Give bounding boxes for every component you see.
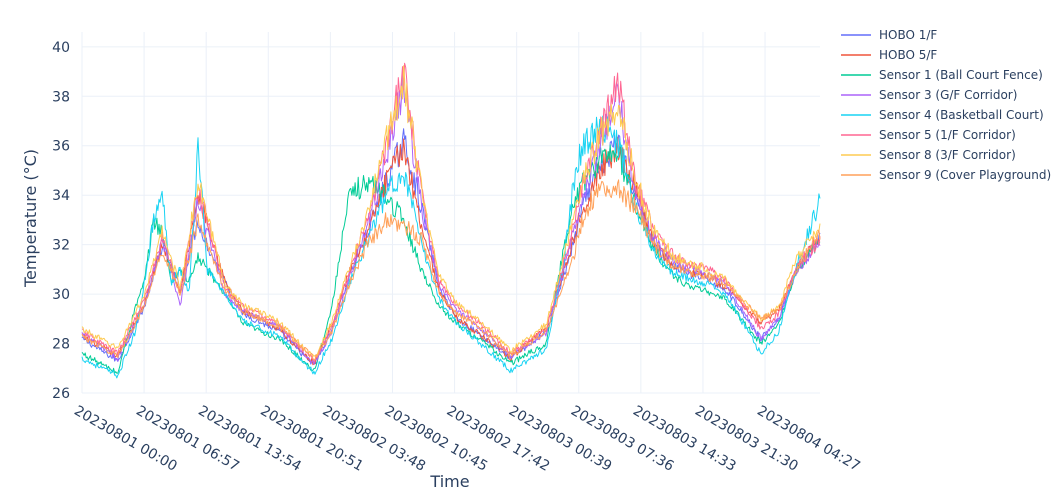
- legend-item[interactable]: Sensor 9 (Cover Playground): [841, 168, 1051, 182]
- legend-item[interactable]: Sensor 5 (1/F Corridor): [841, 128, 1016, 142]
- series-line: [81, 179, 821, 361]
- series-line: [81, 136, 821, 366]
- legend-item[interactable]: HOBO 5/F: [841, 48, 937, 62]
- y-tick-label: 34: [52, 188, 70, 204]
- x-tick-label: 20230802 10:45: [382, 403, 491, 475]
- y-tick-label: 38: [52, 89, 70, 105]
- legend-item[interactable]: Sensor 3 (G/F Corridor): [841, 88, 1017, 102]
- y-tick-label: 26: [52, 386, 70, 402]
- series-line: [81, 62, 821, 363]
- series-line: [81, 128, 821, 365]
- legend-label: Sensor 1 (Ball Court Fence): [879, 68, 1043, 82]
- series-line: [81, 115, 821, 379]
- legend-item[interactable]: HOBO 1/F: [841, 28, 937, 42]
- x-tick-label: 20230803 14:33: [630, 403, 739, 475]
- legend-label: Sensor 8 (3/F Corridor): [879, 148, 1016, 162]
- legend-label: Sensor 5 (1/F Corridor): [879, 128, 1016, 142]
- x-axis-title: Time: [429, 472, 469, 491]
- y-tick-label: 40: [52, 40, 70, 56]
- series-line: [81, 65, 821, 357]
- legend-label: Sensor 4 (Basketball Court): [879, 108, 1044, 122]
- y-axis-title: Temperature (°C): [21, 149, 40, 288]
- legend-label: Sensor 3 (G/F Corridor): [879, 88, 1017, 102]
- x-tick-label: 20230803 00:39: [506, 403, 615, 475]
- x-tick-label: 20230801 20:51: [257, 403, 366, 475]
- x-tick-label: 20230801 13:54: [195, 403, 304, 475]
- x-tick-label: 20230802 03:48: [320, 403, 429, 475]
- legend-label: HOBO 5/F: [879, 48, 937, 62]
- y-tick-label: 32: [52, 238, 70, 254]
- legend-label: Sensor 9 (Cover Playground): [879, 168, 1051, 182]
- y-tick-label: 30: [52, 287, 70, 303]
- x-tick-label: 20230802 17:42: [444, 403, 553, 475]
- x-tick-label: 20230804 04:27: [754, 403, 863, 475]
- legend: HOBO 1/F HOBO 5/F Sensor 1 (Ball Court Fen…: [841, 28, 1051, 182]
- x-tick-label: 20230801 00:00: [71, 403, 180, 475]
- y-axis-ticks: 26 28 30 32 34 36 38 40: [52, 40, 70, 402]
- x-tick-label: 20230803 21:30: [692, 403, 801, 475]
- legend-item[interactable]: Sensor 4 (Basketball Court): [841, 108, 1044, 122]
- x-tick-label: 20230801 06:57: [133, 403, 242, 475]
- legend-item[interactable]: Sensor 1 (Ball Court Fence): [841, 68, 1043, 82]
- series-line: [81, 144, 821, 374]
- y-tick-label: 36: [52, 139, 70, 155]
- y-tick-label: 28: [52, 337, 70, 353]
- gridlines: [81, 32, 820, 394]
- x-tick-label: 20230803 07:36: [568, 403, 677, 475]
- legend-item[interactable]: Sensor 8 (3/F Corridor): [841, 148, 1016, 162]
- legend-label: HOBO 1/F: [879, 28, 937, 42]
- series-lines: [81, 62, 821, 379]
